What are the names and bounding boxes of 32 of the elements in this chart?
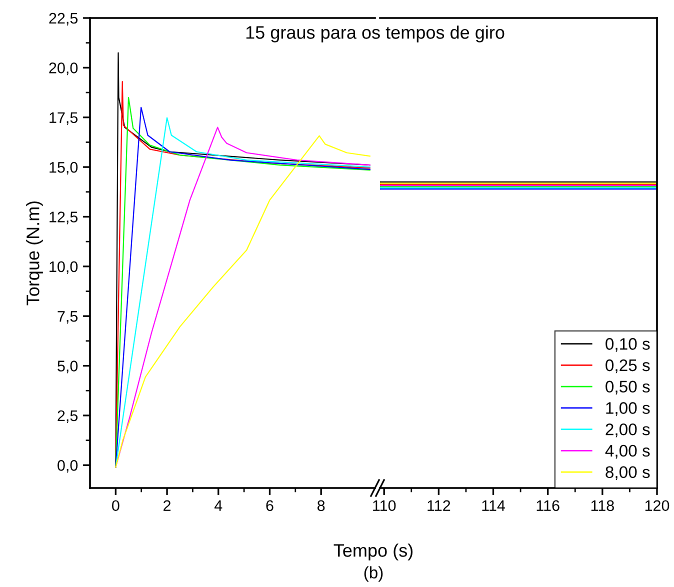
x-tick-label: 114 bbox=[482, 500, 505, 511]
y-tick-label: 20,0 bbox=[49, 62, 78, 76]
legend-label: 8,00 s bbox=[606, 466, 650, 480]
x-tick-label: 110 bbox=[373, 500, 396, 512]
y-tick-label: 15,0 bbox=[50, 162, 78, 175]
legend-label: 2,00 s bbox=[606, 423, 650, 438]
y-tick-label: 2,5 bbox=[58, 410, 78, 423]
x-axis-title: Tempo (s) bbox=[334, 544, 413, 560]
x-tick-label: 8 bbox=[317, 500, 325, 512]
y-tick-label: 17,5 bbox=[50, 112, 78, 125]
y-axis-title: Torque (N.m) bbox=[26, 201, 43, 306]
legend-label: 0,50 s bbox=[606, 380, 650, 395]
y-tick-label: 10,0 bbox=[50, 261, 78, 274]
x-tick-label: 112 bbox=[428, 500, 450, 511]
legend-label: 4,00 s bbox=[605, 444, 650, 459]
y-tick-label: 0,0 bbox=[58, 460, 78, 473]
legend-label: 0,25 s bbox=[606, 359, 650, 374]
y-tick-label: 5,0 bbox=[58, 360, 78, 374]
legend-label: 1,00 s bbox=[606, 402, 650, 416]
y-tick-label: 7,5 bbox=[58, 311, 78, 324]
x-tick-label: 2 bbox=[164, 500, 171, 511]
x-tick-label: 116 bbox=[536, 500, 560, 512]
chart-title: 15 graus para os tempos de giro bbox=[246, 26, 504, 42]
y-tick-label: 12,5 bbox=[50, 212, 78, 224]
x-tick-label: 4 bbox=[214, 500, 222, 511]
y-tick-label: 22,5 bbox=[49, 12, 78, 26]
x-tick-label: 0 bbox=[112, 500, 120, 512]
legend-label: 0,10 s bbox=[606, 338, 650, 352]
x-tick-label: 120 bbox=[645, 500, 670, 512]
x-tick-label: 6 bbox=[266, 500, 274, 512]
text: (b) bbox=[364, 566, 383, 582]
x-tick-label: 118 bbox=[591, 500, 614, 512]
